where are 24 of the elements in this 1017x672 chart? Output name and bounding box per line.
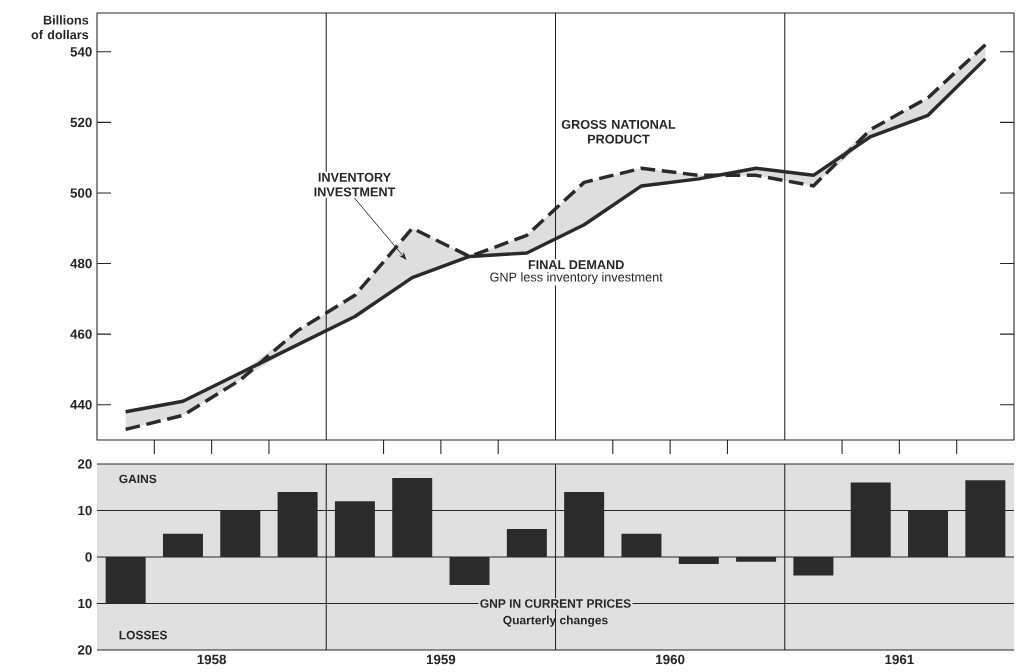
- y-tick-label: 10: [78, 598, 92, 609]
- y-tick-label: 460: [70, 329, 92, 339]
- x-tick-label: 1958: [197, 654, 227, 665]
- annotation: INVENTORY INVESTMENT: [314, 172, 396, 197]
- x-tick-label: 1960: [656, 654, 685, 665]
- y-axis-title: Billions of dollars: [31, 15, 89, 40]
- y-tick-label: 10: [78, 505, 92, 516]
- annotation: GNP less inventory investment: [490, 272, 663, 285]
- y-tick-label: 20: [77, 459, 92, 469]
- y-tick-label: 440: [70, 399, 92, 410]
- annotation: Quarterly changes: [503, 615, 608, 627]
- series-label: FINAL DEMAND: [528, 260, 624, 270]
- annotation: LOSSES: [119, 630, 167, 640]
- y-tick-label: 20: [77, 645, 92, 655]
- y-tick-label: 500: [70, 188, 92, 198]
- text: GROSS NATIONAL PRODUCT: [561, 119, 676, 144]
- y-tick-label: 540: [70, 47, 92, 57]
- y-tick-label: 0: [85, 552, 92, 562]
- annotation: GNP IN CURRENT PRICES: [480, 599, 631, 608]
- x-tick-label: 1961: [885, 654, 914, 665]
- y-tick-label: 520: [70, 117, 92, 128]
- annotation: GAINS: [119, 474, 157, 484]
- x-tick-label: 1959: [426, 654, 456, 665]
- y-tick-label: 480: [70, 258, 92, 269]
